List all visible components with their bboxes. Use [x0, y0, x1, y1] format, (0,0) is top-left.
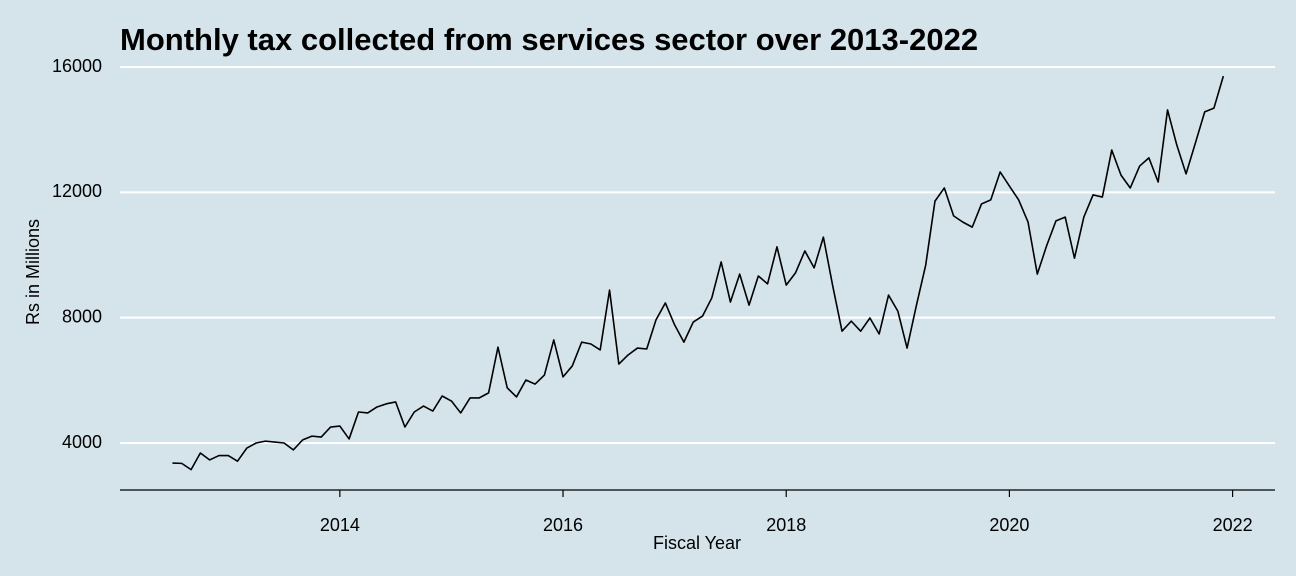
x-tick-label: 2020	[989, 515, 1029, 535]
x-tick-label: 2022	[1213, 515, 1253, 535]
y-tick-label: 16000	[52, 56, 102, 76]
x-tick-label: 2014	[320, 515, 360, 535]
x-tick-label: 2018	[766, 515, 806, 535]
data-line	[172, 75, 1225, 471]
y-axis-label: Rs in Millions	[23, 219, 43, 325]
y-tick-label: 8000	[62, 306, 102, 326]
y-tick-label: 4000	[62, 432, 102, 452]
chart-title: Monthly tax collected from services sect…	[120, 22, 978, 57]
x-tick-label: 2016	[543, 515, 583, 535]
y-tick-label: 12000	[52, 181, 102, 201]
x-axis-label: Fiscal Year	[653, 533, 741, 553]
